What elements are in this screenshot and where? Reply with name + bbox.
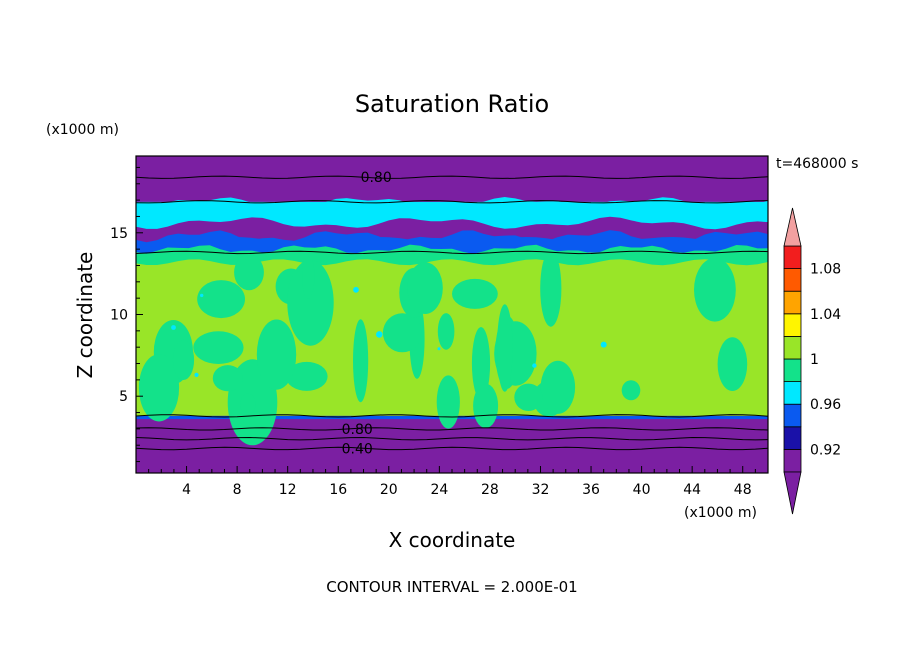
- texture-green-pocket: [621, 380, 641, 401]
- plot-area: [136, 156, 768, 473]
- colorbar-swatch: [783, 335, 802, 360]
- x-tick-label: 28: [481, 482, 499, 498]
- texture-green-pocket: [234, 254, 264, 291]
- texture-blue-band: [136, 230, 768, 257]
- y-tick-label: 15: [110, 226, 128, 242]
- colorbar-tick-label: 1.08: [810, 262, 841, 278]
- texture-cyan-spot: [171, 325, 176, 330]
- texture-green-pocket: [407, 262, 443, 314]
- texture-green-pocket: [256, 319, 297, 390]
- texture-green-pocket: [382, 313, 422, 353]
- texture-cyan-spot: [437, 347, 441, 351]
- colorbar: 0.92 0.96 1 1.04 1.08: [783, 207, 841, 515]
- texture-cyan-spot: [600, 341, 607, 348]
- colorbar-swatch: [783, 313, 802, 337]
- contour-label: 0.80: [342, 422, 373, 438]
- texture-cyan-spot: [194, 372, 199, 377]
- colorbar-swatch: [783, 426, 802, 450]
- colorbar-tick-label: 1.04: [810, 307, 841, 323]
- y-tick-label: 5: [119, 389, 128, 405]
- texture-green-pocket: [717, 337, 748, 391]
- texture-cyan-spot: [353, 286, 359, 293]
- x-tick-label: 20: [380, 482, 398, 498]
- texture-green-pocket: [287, 259, 334, 346]
- data-layer-5: [136, 156, 768, 202]
- texture-green-pocket: [285, 361, 328, 391]
- chart-title: Saturation Ratio: [355, 90, 549, 118]
- texture-green-pocket: [452, 278, 498, 309]
- texture-green-pocket: [473, 383, 499, 429]
- contour-label: 0.80: [361, 170, 392, 186]
- contour-interval-note: CONTOUR INTERVAL = 2.000E-01: [326, 578, 577, 596]
- colorbar-swatch: [783, 268, 802, 292]
- contour-line: [136, 250, 768, 255]
- x-axis-unit: (x1000 m): [684, 505, 757, 521]
- x-tick-label: 12: [279, 482, 297, 498]
- texture-green-pocket: [540, 360, 576, 414]
- colorbar-tick-label: 1: [810, 352, 819, 368]
- contour-line: [136, 414, 768, 418]
- x-tick-label: 8: [233, 482, 242, 498]
- x-tick-label: 48: [734, 482, 752, 498]
- contour-line: [136, 200, 768, 204]
- texture-green-pocket: [138, 354, 180, 422]
- x-tick-label: 44: [683, 482, 701, 498]
- contour-label: 0.40: [342, 441, 373, 457]
- texture-green-edge: [136, 244, 768, 266]
- texture-green-pocket: [212, 365, 243, 392]
- texture-cyan-spot: [532, 363, 537, 368]
- texture-green-pocket: [193, 331, 244, 364]
- x-axis-label: X coordinate: [389, 528, 516, 552]
- time-label: t=468000 s: [776, 156, 858, 172]
- texture-green-pocket: [436, 375, 460, 429]
- texture-green-pocket: [197, 280, 246, 319]
- y-axis-unit: (x1000 m): [46, 122, 119, 138]
- x-tick-label: 16: [329, 482, 347, 498]
- x-tick-label: 40: [633, 482, 651, 498]
- x-tick-label: 36: [582, 482, 600, 498]
- texture-green-pocket: [302, 254, 315, 299]
- contour-line: [136, 436, 768, 441]
- x-tick-label: 4: [182, 482, 191, 498]
- texture-green-pocket: [471, 327, 491, 400]
- colorbar-swatch: [783, 381, 802, 405]
- colorbar-under-arrow: [783, 471, 802, 515]
- texture-cyan-spot: [376, 331, 383, 338]
- colorbar-swatch: [783, 290, 802, 315]
- texture-green-pocket: [437, 313, 455, 350]
- texture-green-pocket: [240, 393, 256, 415]
- texture-green-pocket: [540, 250, 562, 327]
- colorbar-swatch: [783, 403, 802, 428]
- texture-green-pocket: [694, 258, 736, 322]
- texture-cyan-spot: [200, 293, 204, 298]
- y-axis-label: Z coordinate: [73, 252, 97, 379]
- colorbar-over-arrow: [783, 207, 802, 247]
- x-tick-label: 24: [430, 482, 448, 498]
- colorbar-tick-label: 0.96: [810, 397, 841, 413]
- texture-green-pocket: [514, 383, 543, 411]
- texture-green-pocket: [353, 319, 369, 403]
- y-tick-label: 10: [110, 308, 128, 324]
- colorbar-swatch: [783, 358, 802, 383]
- contour-line: [136, 175, 768, 179]
- colorbar-swatch: [783, 245, 802, 270]
- colorbar-tick-label: 0.92: [810, 442, 841, 458]
- x-tick-label: 32: [532, 482, 550, 498]
- contour-line: [136, 446, 768, 451]
- texture-green-pocket: [172, 339, 195, 380]
- texture-green-pocket: [497, 304, 513, 392]
- colorbar-swatch: [783, 448, 802, 473]
- contour-line: [136, 427, 768, 431]
